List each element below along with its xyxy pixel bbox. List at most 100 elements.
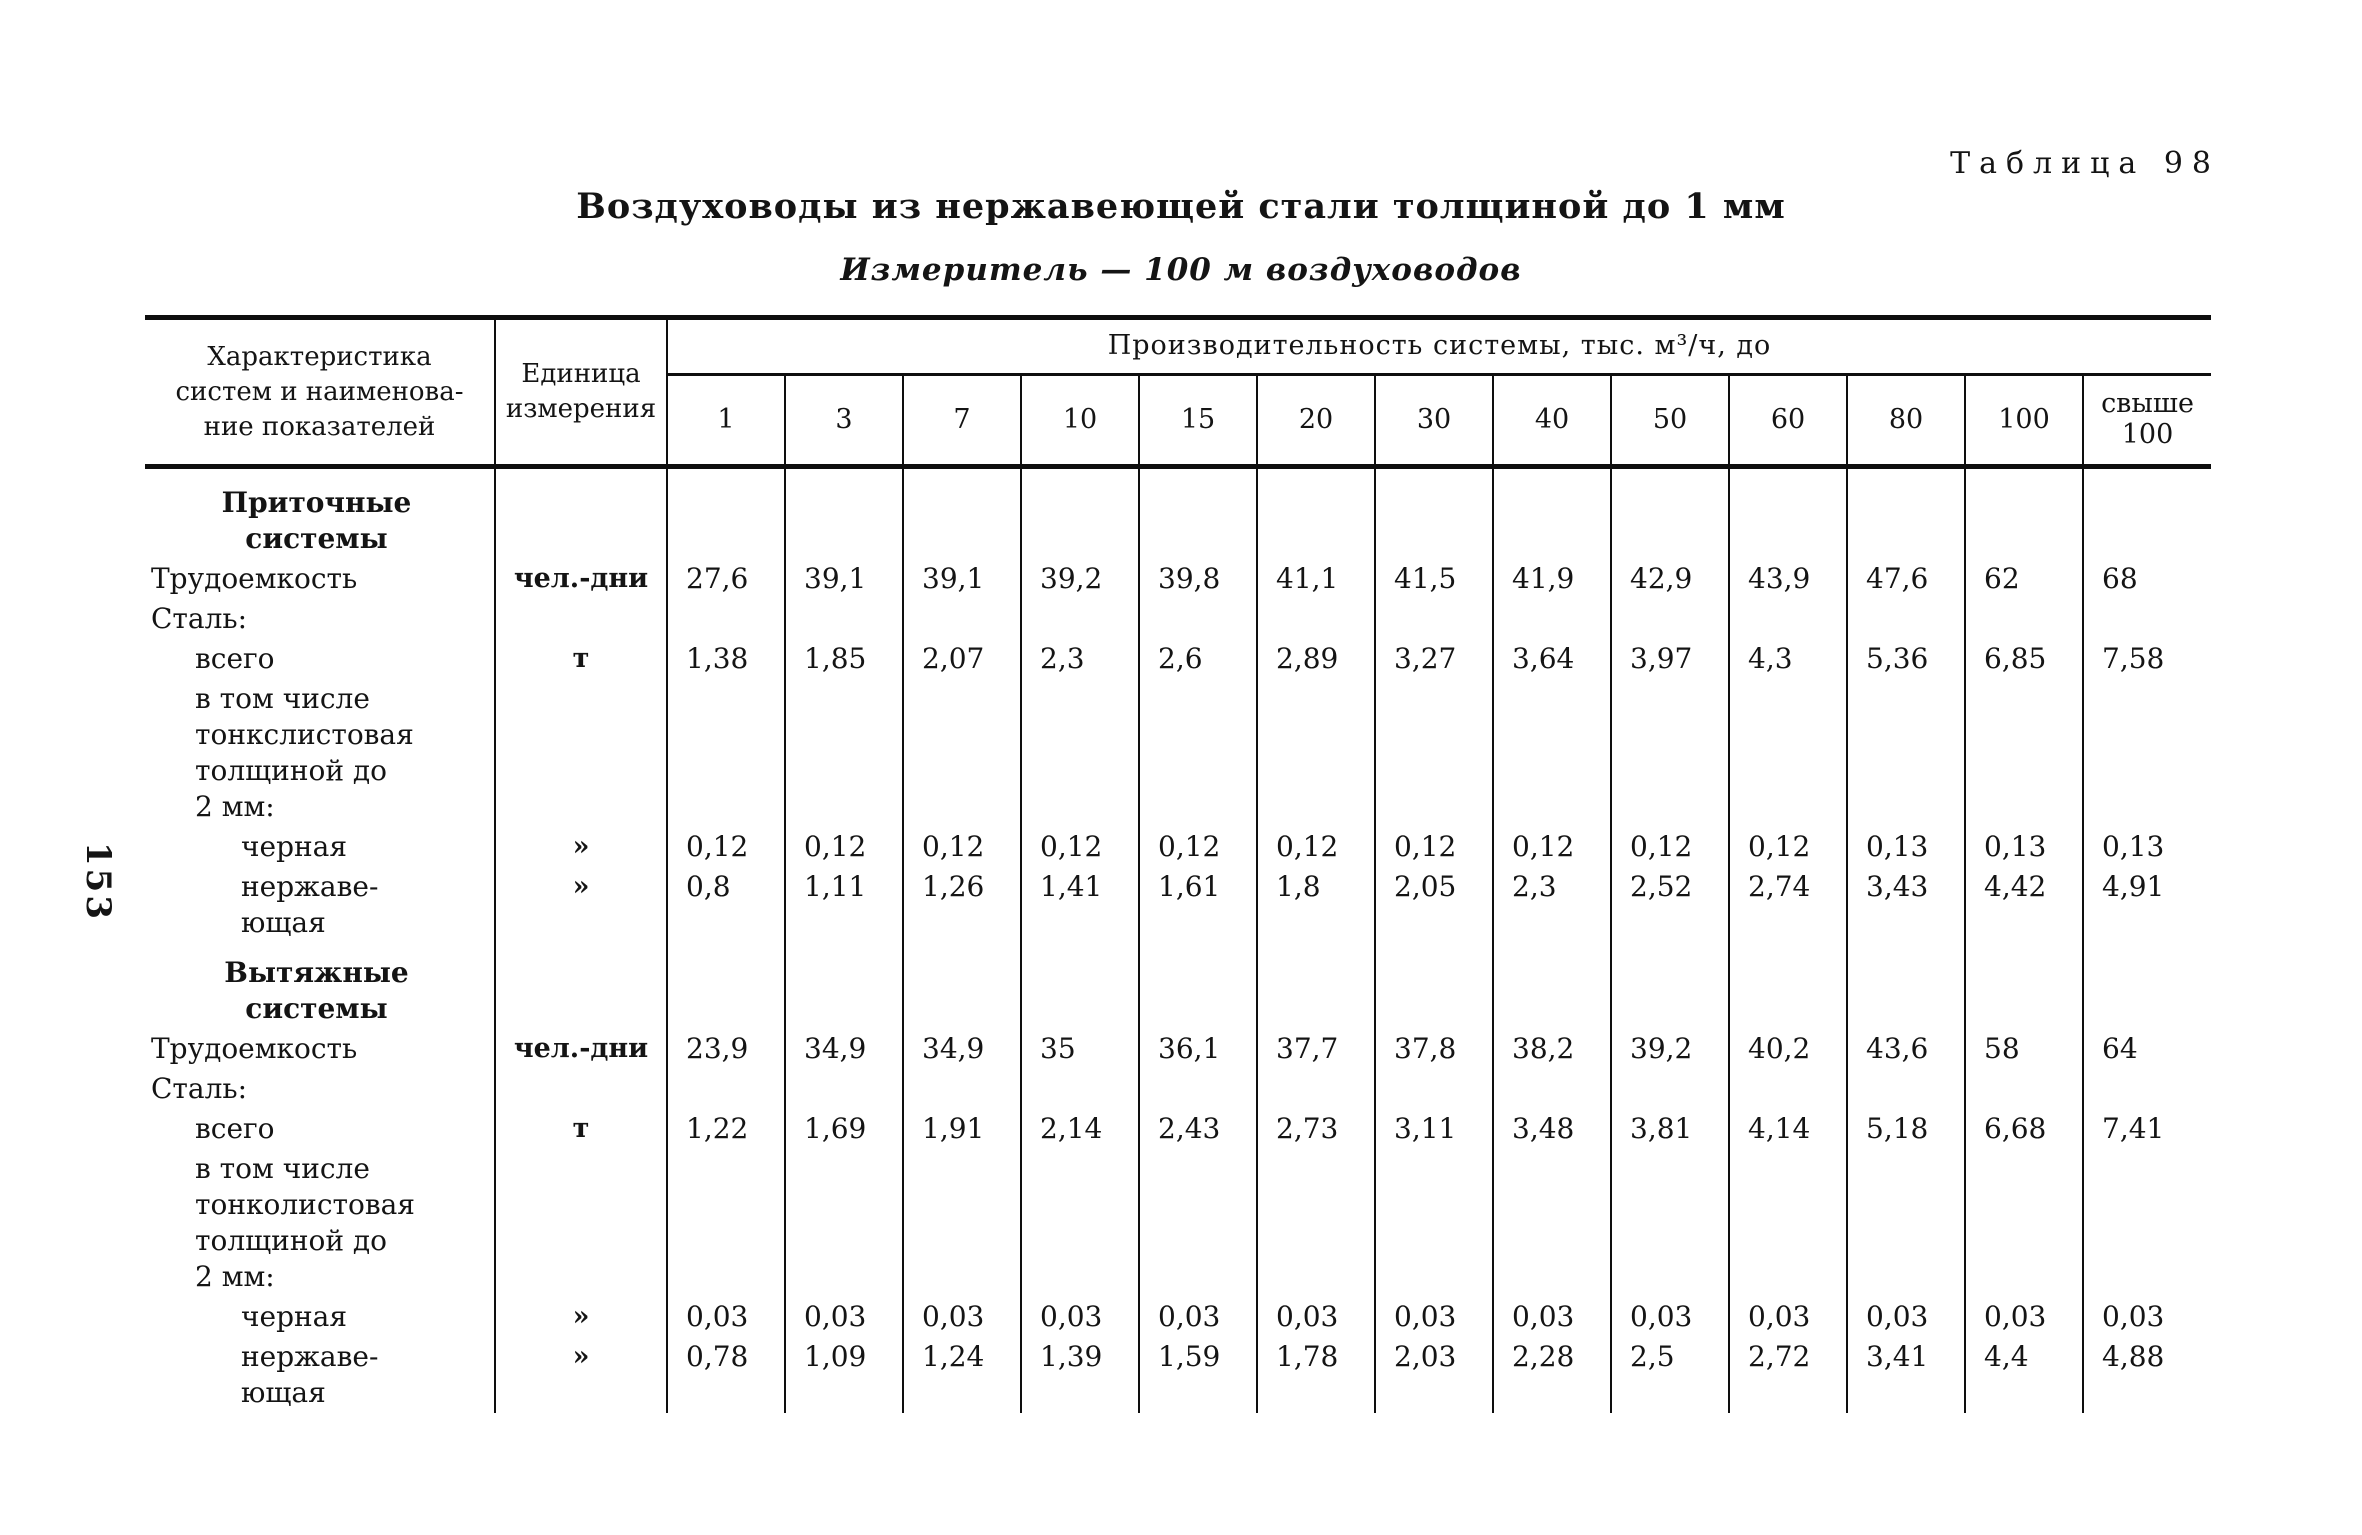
table-row: нержаве- ющая » 0,8 1,11 1,26 1,41 1,61 1,8 2,05… <box>145 867 2212 943</box>
value-cell <box>1846 943 1965 1029</box>
table-row: всего т 1,38 1,85 2,07 2,3 2,6 2,89 3,27 3,64 3,97… <box>145 639 2212 679</box>
value-cell: 43,9 <box>1728 559 1847 599</box>
value-cell: 7,58 <box>2081 639 2212 679</box>
table-row: черная» 0,12 0,12 0,12 0,12 0,12 0,12 0,12 0,12 0… <box>145 827 2212 867</box>
value-cell: 0,12 <box>1374 827 1493 867</box>
value-cell: 7,41 <box>2081 1109 2212 1149</box>
value-cell <box>784 466 903 559</box>
value-cell: 35 <box>1020 1029 1139 1069</box>
value-cell: 1,41 <box>1020 867 1139 943</box>
row-label: Сталь: <box>151 602 248 635</box>
value-cell: 0,03 <box>1846 1297 1965 1337</box>
value-cell <box>1492 943 1611 1029</box>
value-cell <box>1138 1069 1257 1109</box>
value-cell: 39,1 <box>902 559 1021 599</box>
value-cell: 1,61 <box>1138 867 1257 943</box>
capacity-column-header: 100 <box>1964 374 2083 467</box>
value-cell <box>666 679 785 827</box>
value-cell: 47,6 <box>1846 559 1965 599</box>
value-cell: 3,64 <box>1492 639 1611 679</box>
value-cell: 2,72 <box>1728 1337 1847 1413</box>
value-cell <box>902 1149 1021 1297</box>
value-cell: 39,1 <box>784 559 903 599</box>
value-cell <box>1610 599 1729 639</box>
value-cell <box>902 943 1021 1029</box>
value-cell: 3,11 <box>1374 1109 1493 1149</box>
value-cell <box>2081 1069 2212 1109</box>
value-cell: 0,03 <box>2081 1297 2212 1337</box>
header-characteristic: Характеристика систем и наименова- ние п… <box>175 341 464 442</box>
value-cell: 1,26 <box>902 867 1021 943</box>
value-cell: 2,43 <box>1138 1109 1257 1149</box>
value-cell: 68 <box>2081 559 2212 599</box>
capacity-columns-row: 1 3 7 10 15 20 30 40 50 60 80 100 свыше 100 <box>145 374 2212 467</box>
value-cell <box>1138 1149 1257 1297</box>
value-cell: 0,03 <box>1728 1297 1847 1337</box>
capacity-column-header: 60 <box>1728 374 1847 467</box>
value-cell: 2,05 <box>1374 867 1493 943</box>
value-cell: 0,12 <box>1610 827 1729 867</box>
value-cell: 0,8 <box>666 867 785 943</box>
value-cell: 0,03 <box>902 1297 1021 1337</box>
value-cell <box>1374 466 1493 559</box>
value-cell <box>1374 1069 1493 1109</box>
value-cell <box>1964 1069 2083 1109</box>
value-cell <box>1256 1149 1375 1297</box>
capacity-column-header: 40 <box>1492 374 1611 467</box>
value-cell: 4,91 <box>2081 867 2212 943</box>
value-cell <box>1728 1149 1847 1297</box>
value-cell <box>1610 679 1729 827</box>
value-cell: 3,41 <box>1846 1337 1965 1413</box>
value-cell <box>1256 599 1375 639</box>
row-unit: т <box>494 1109 668 1149</box>
value-cell <box>1610 1069 1729 1109</box>
value-cell: 38,2 <box>1492 1029 1611 1069</box>
value-cell: 0,03 <box>1138 1297 1257 1337</box>
table-row: черная» 0,03 0,03 0,03 0,03 0,03 0,03 0,03 0,03 0… <box>145 1297 2212 1337</box>
value-cell <box>1728 466 1847 559</box>
value-cell: 41,5 <box>1374 559 1493 599</box>
row-label: черная <box>241 1300 348 1333</box>
value-cell <box>1964 943 2083 1029</box>
value-cell: 1,09 <box>784 1337 903 1413</box>
value-cell: 39,2 <box>1610 1029 1729 1069</box>
value-cell <box>1728 679 1847 827</box>
value-cell: 2,5 <box>1610 1337 1729 1413</box>
value-cell: 0,03 <box>1256 1297 1375 1337</box>
value-cell <box>666 943 785 1029</box>
capacity-column-header: 3 <box>784 374 903 467</box>
value-cell <box>1846 599 1965 639</box>
table-section-row: Приточные системы <box>145 466 2212 559</box>
row-unit: » <box>494 1297 668 1337</box>
value-cell: 62 <box>1964 559 2083 599</box>
capacity-column-header: 10 <box>1020 374 1139 467</box>
value-cell: 1,69 <box>784 1109 903 1149</box>
value-cell: 1,78 <box>1256 1337 1375 1413</box>
row-label: черная <box>241 830 348 863</box>
row-unit: » <box>494 867 668 943</box>
value-cell: 3,81 <box>1610 1109 1729 1149</box>
value-cell: 1,59 <box>1138 1337 1257 1413</box>
value-cell <box>666 1069 785 1109</box>
section-title: Приточные системы <box>221 486 412 555</box>
value-cell <box>1256 466 1375 559</box>
capacity-column-header: 1 <box>666 374 785 467</box>
value-cell: 36,1 <box>1138 1029 1257 1069</box>
table-row: нержаве- ющая» 0,78 1,09 1,24 1,39 1,59 1,78 2,… <box>145 1337 2212 1413</box>
value-cell: 1,11 <box>784 867 903 943</box>
row-unit <box>494 599 668 639</box>
value-cell: 0,78 <box>666 1337 785 1413</box>
row-unit <box>494 1149 668 1297</box>
value-cell <box>1492 1069 1611 1109</box>
value-cell <box>1020 679 1139 827</box>
value-cell: 0,12 <box>784 827 903 867</box>
value-cell <box>1020 1149 1139 1297</box>
value-cell: 39,2 <box>1020 559 1139 599</box>
value-cell: 0,03 <box>1610 1297 1729 1337</box>
capacity-column-header: 30 <box>1374 374 1493 467</box>
value-cell: 58 <box>1964 1029 2083 1069</box>
header-row-top: Характеристика систем и наименова- ние п… <box>145 317 2212 467</box>
value-cell <box>784 1149 903 1297</box>
row-label: нержаве- ющая <box>241 1340 379 1409</box>
value-cell: 27,6 <box>666 559 785 599</box>
